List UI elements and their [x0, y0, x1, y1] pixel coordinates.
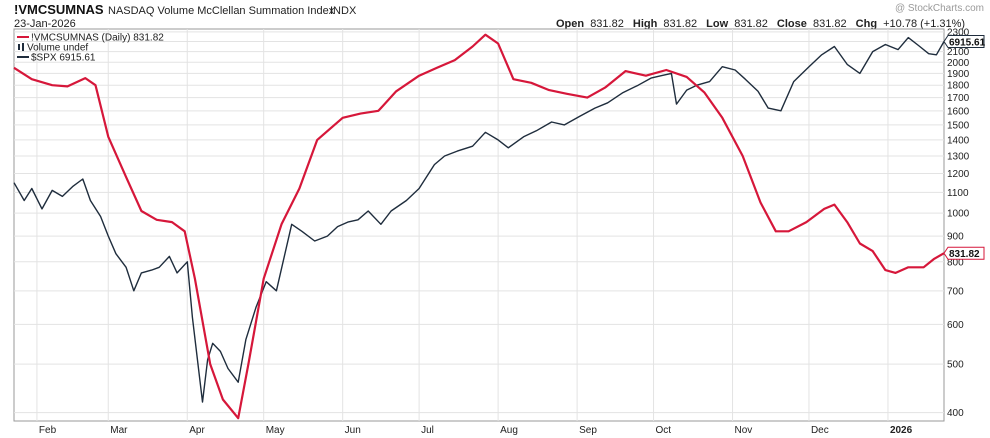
chart-header: !VMCSUMNAS NASDAQ Volume McClellan Summa…: [14, 2, 984, 30]
index-name: NASDAQ Volume McClellan Summation Index: [108, 5, 335, 17]
y-axis: 400 500 600 700 800 900 1000 1100 1200 1300 1400 15…: [947, 27, 970, 419]
y-tick-label: 800: [947, 257, 964, 268]
low-value: 831.82: [734, 18, 768, 30]
y-tick-label: 1400: [947, 135, 970, 146]
plot-area: [13, 28, 945, 422]
x-tick-label: Jun: [345, 425, 361, 436]
last-value-text: 831.82: [949, 249, 980, 260]
y-tick-label: 1800: [947, 81, 970, 92]
low-label: Low: [706, 18, 728, 30]
high-label: High: [633, 18, 658, 30]
x-tick-label: Oct: [656, 425, 672, 436]
x-tick-label: Feb: [39, 425, 57, 436]
x-tick-label: Aug: [500, 425, 518, 436]
chg-value: +10.78 (+1.31%): [883, 18, 965, 30]
y-tick-label: 1000: [947, 209, 970, 220]
legend-item: $SPX 6915.61: [17, 53, 96, 64]
high-value: 831.82: [663, 18, 697, 30]
chg-label: Chg: [856, 18, 877, 30]
y-tick-label: 1900: [947, 69, 970, 80]
y-tick-label: 1700: [947, 93, 970, 104]
y-tick-label: 2000: [947, 58, 970, 69]
x-tick-label: Jul: [421, 425, 434, 436]
x-tick-label: Sep: [579, 425, 597, 436]
x-tick-label: Apr: [189, 425, 205, 436]
spx-last-value: 6915.61: [943, 35, 986, 49]
y-tick-label: 1100: [947, 188, 969, 199]
last-value-text: 6915.61: [949, 38, 986, 49]
y-tick-label: 500: [947, 360, 964, 371]
y-tick-label: 2100: [947, 47, 970, 58]
legend-swatch: [18, 44, 20, 50]
vmcsumnas-line: [13, 33, 945, 420]
legend-item: Volume undef: [18, 43, 88, 54]
open-value: 831.82: [590, 18, 624, 30]
y-tick-label: 1300: [947, 152, 970, 163]
close-label: Close: [777, 18, 807, 30]
y-tick-label: 1600: [947, 106, 970, 117]
y-tick-label: 900: [947, 232, 964, 243]
y-tick-label: 700: [947, 286, 964, 297]
x-tick-label: 2026: [890, 425, 913, 436]
x-tick-label: Mar: [110, 425, 128, 436]
legend-item: !VMCSUMNAS (Daily) 831.82: [17, 33, 164, 44]
last-value-labels: 831.82 6915.61: [943, 35, 986, 260]
y-tick-label: 2300: [947, 27, 970, 38]
watermark: @ StockCharts.com: [895, 3, 984, 14]
x-tick-label: Nov: [735, 425, 753, 436]
legend-label: !VMCSUMNAS (Daily) 831.82: [31, 33, 164, 44]
x-tick-label: Dec: [811, 425, 829, 436]
close-value: 831.82: [813, 18, 847, 30]
legend-label: $SPX 6915.61: [31, 53, 96, 64]
y-tick-label: 400: [947, 408, 964, 419]
symbol-label: !VMCSUMNAS: [14, 2, 104, 17]
x-axis: Feb Mar Apr May Jun Jul Aug Sep Oct Nov Dec 2026: [39, 425, 913, 436]
x-tick-label: May: [266, 425, 285, 436]
svg-text:Open 831.82 High: Open 831.82 High 831.82 Low 831.82 Close…: [556, 18, 965, 30]
y-tick-label: 600: [947, 320, 964, 331]
y-tick-label: 1200: [947, 169, 970, 180]
y-tick-label: 1500: [947, 120, 970, 131]
vmcsumnas-last-value: 831.82: [943, 246, 985, 260]
spx-line: [13, 36, 945, 403]
exchange-label: INDX: [330, 5, 357, 17]
grid: [14, 29, 944, 421]
legend-label: Volume undef: [27, 43, 88, 54]
open-label: Open: [556, 18, 584, 30]
series-layer: [13, 33, 945, 420]
legend-swatch: [22, 43, 24, 51]
date-label: 23-Jan-2026: [14, 18, 76, 30]
